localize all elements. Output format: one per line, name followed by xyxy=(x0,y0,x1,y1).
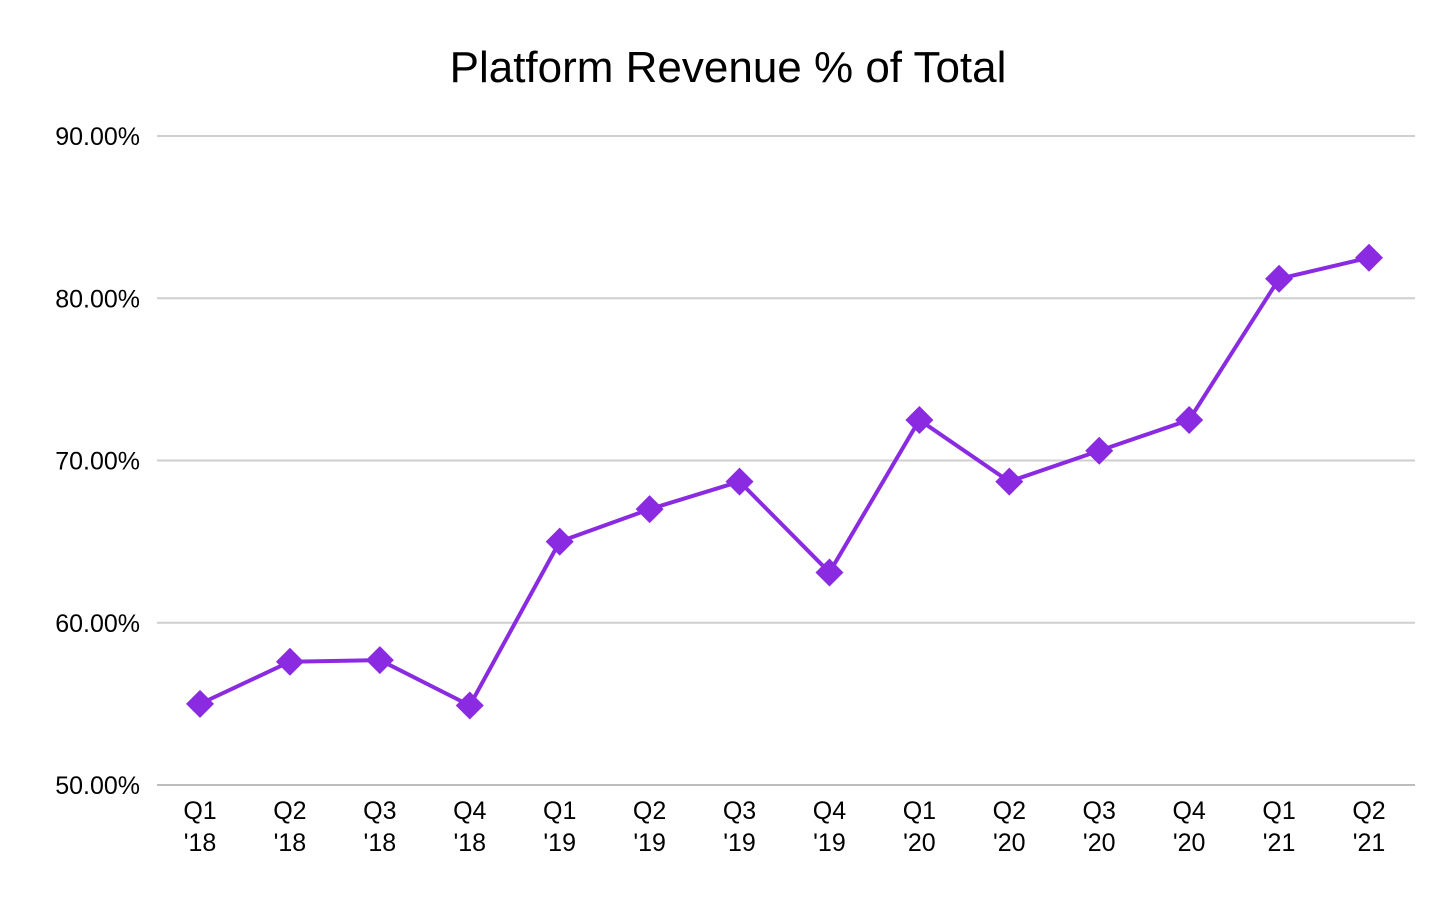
x-tick-label-year: '21 xyxy=(1353,829,1386,857)
x-tick-label-year: '18 xyxy=(274,829,307,857)
x-tick-label-quarter: Q4 xyxy=(813,797,846,825)
x-tick-label-quarter: Q2 xyxy=(273,797,306,825)
x-tick-label-year: '19 xyxy=(813,829,846,857)
x-tick-label-quarter: Q3 xyxy=(1083,797,1116,825)
x-tick-label-year: '18 xyxy=(453,829,486,857)
x-tick-label-year: '18 xyxy=(184,829,217,857)
y-tick-label: 70.00% xyxy=(55,448,140,476)
data-point-marker xyxy=(186,689,214,718)
data-point-marker xyxy=(1175,405,1204,434)
x-tick-label-quarter: Q1 xyxy=(903,797,936,825)
y-tick-label: 50.00% xyxy=(55,772,140,800)
gridlines xyxy=(157,135,1415,786)
marker-layer xyxy=(186,243,1383,720)
x-tick-label-year: '20 xyxy=(903,829,936,857)
data-point-marker xyxy=(365,646,394,675)
x-tick-label-year: '19 xyxy=(543,829,576,857)
y-axis-ticks: 50.00% 60.00% 70.00% 80.00% 90.00% xyxy=(55,123,140,800)
data-point-marker xyxy=(725,467,754,496)
data-point-marker xyxy=(815,558,844,587)
data-point-marker xyxy=(905,405,934,434)
x-tick-label-year: '20 xyxy=(993,829,1026,857)
x-tick-label-year: '20 xyxy=(1083,829,1116,857)
data-point-marker xyxy=(1085,436,1114,465)
x-tick-label-quarter: Q3 xyxy=(723,797,756,825)
y-tick-label: 60.00% xyxy=(55,610,140,638)
series-layer xyxy=(198,255,1371,708)
x-tick-label-quarter: Q1 xyxy=(543,797,576,825)
data-point-marker xyxy=(1355,243,1383,272)
data-point-marker xyxy=(545,527,574,556)
x-tick-label-year: '18 xyxy=(364,829,397,857)
x-tick-label-quarter: Q2 xyxy=(993,797,1026,825)
data-point-marker xyxy=(455,691,484,720)
x-tick-label-quarter: Q4 xyxy=(453,797,486,825)
x-tick-label-quarter: Q3 xyxy=(363,797,396,825)
x-tick-label-year: '21 xyxy=(1263,829,1296,857)
x-tick-label-quarter: Q4 xyxy=(1172,797,1205,825)
y-tick-label: 80.00% xyxy=(55,285,140,313)
x-tick-label-year: '20 xyxy=(1173,829,1206,857)
data-point-marker xyxy=(635,495,664,524)
x-tick-label-quarter: Q2 xyxy=(1352,797,1385,825)
x-tick-label-quarter: Q1 xyxy=(1262,797,1295,825)
chart-title: Platform Revenue % of Total xyxy=(450,43,1007,92)
x-tick-label-year: '19 xyxy=(633,829,666,857)
x-tick-label-quarter: Q2 xyxy=(633,797,666,825)
data-point-marker xyxy=(995,467,1024,496)
series-line xyxy=(198,255,1371,708)
x-tick-label-quarter: Q1 xyxy=(183,797,216,825)
x-axis-ticks: Q1 '18 Q2 '18 Q3 '18 Q4 '18 Q1 '19 Q2 '19 Q3 '19 Q4 '19… xyxy=(183,797,1385,857)
x-tick-label-year: '19 xyxy=(723,829,756,857)
y-tick-label: 90.00% xyxy=(55,123,140,151)
data-point-marker xyxy=(275,647,304,676)
data-point-marker xyxy=(1265,264,1294,293)
